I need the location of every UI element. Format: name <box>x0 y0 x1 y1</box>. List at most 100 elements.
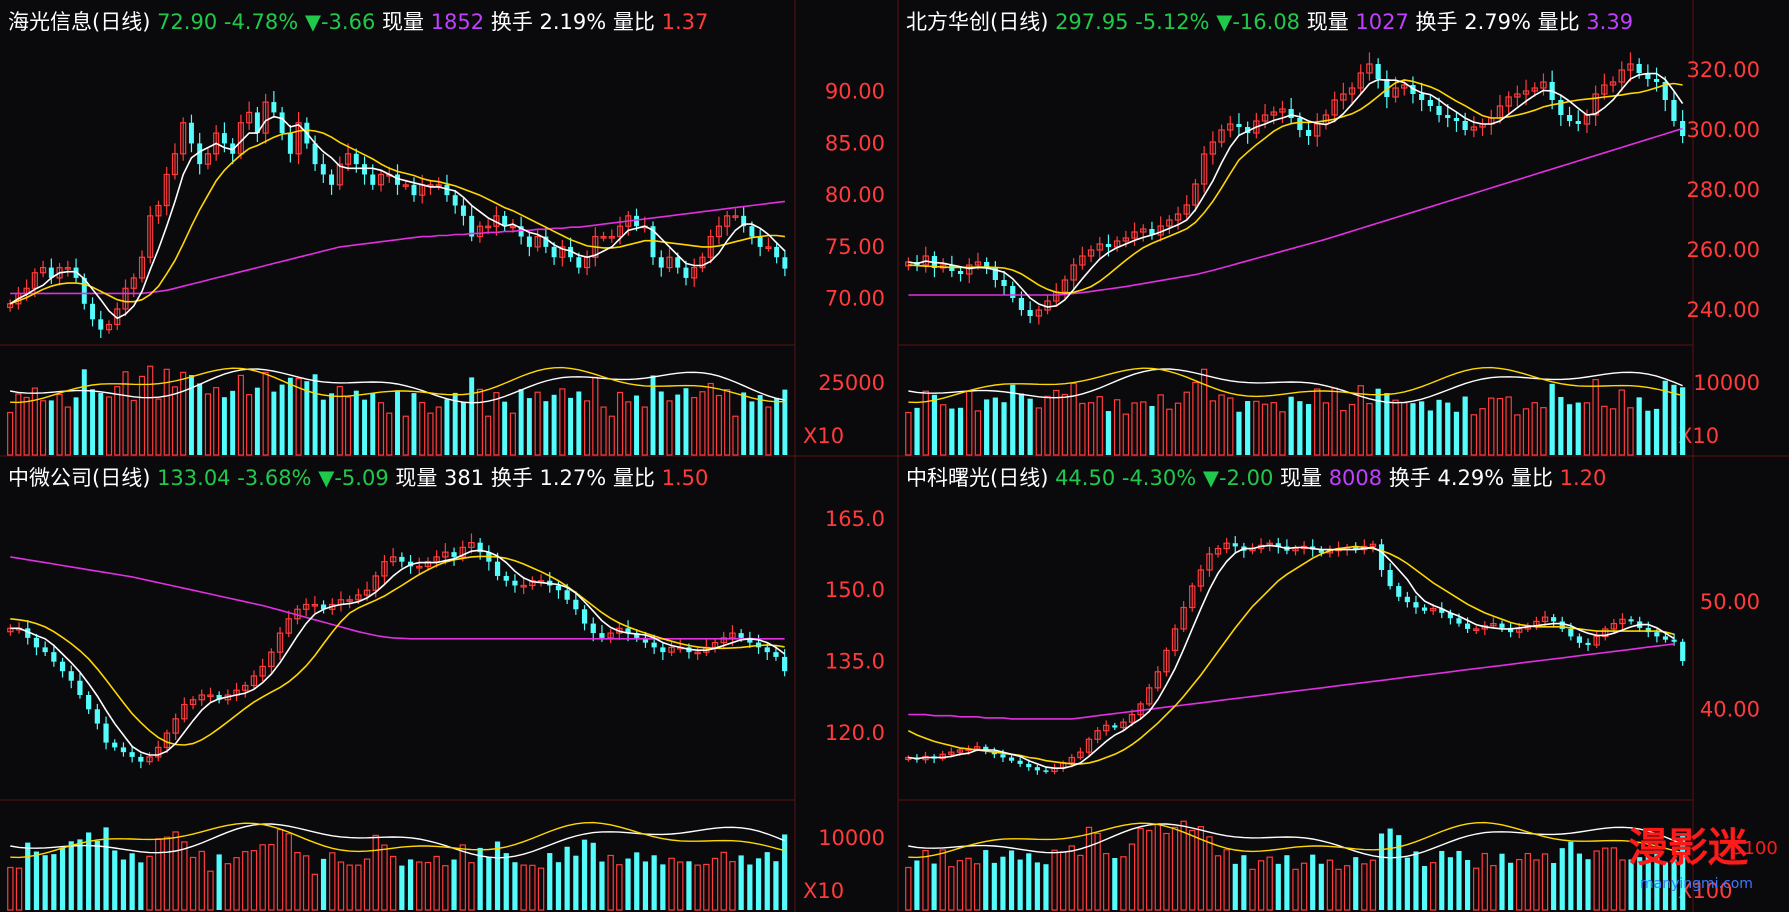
volume-bar <box>1514 414 1521 456</box>
watermark-url: manyingmi.com <box>1640 876 1753 892</box>
volume-bar <box>1318 863 1324 910</box>
volume-bar <box>534 391 541 456</box>
volume-bar <box>370 393 376 455</box>
price-tick-label: 135.0 <box>825 650 885 674</box>
candle-body <box>1401 84 1408 89</box>
volume-bar <box>1180 820 1187 911</box>
candle-body <box>1174 213 1182 221</box>
ma5-line <box>908 544 1675 769</box>
volume-bar <box>1576 853 1583 910</box>
volume-bar <box>1061 393 1069 456</box>
candle-body <box>1357 72 1364 89</box>
volume-bar <box>1593 850 1600 911</box>
candle-body <box>683 267 689 278</box>
candle-body <box>138 256 146 279</box>
volume-bar <box>1575 402 1581 455</box>
volume-bar <box>1662 380 1668 455</box>
candle-body <box>1034 767 1040 771</box>
volume-bar <box>320 399 326 455</box>
volume-bar <box>1479 408 1486 456</box>
candle-body <box>782 656 788 672</box>
chart-panel-zhongke: 中科曙光(日线) 44.50 -4.30% ▼-2.00 现量 8008 换手 … <box>905 466 1760 911</box>
volume-bar <box>15 393 22 456</box>
volume-bar <box>381 844 388 911</box>
volume-bar <box>1105 411 1112 455</box>
candle-body <box>452 195 458 206</box>
candle-body <box>424 561 432 568</box>
price-tick-label: 240.00 <box>1687 298 1760 322</box>
volume-bar <box>1026 853 1032 910</box>
candle-body <box>172 718 179 734</box>
volume-bar <box>1628 859 1634 910</box>
volume-bar <box>120 859 127 910</box>
volume-bar <box>1680 387 1686 455</box>
volume-bar <box>207 870 214 911</box>
volume-bar <box>1396 835 1402 910</box>
volume-bar <box>1488 397 1495 456</box>
volume-bar <box>181 841 188 911</box>
volume-bar <box>699 391 706 456</box>
volume-bar <box>1369 859 1377 911</box>
candle-body <box>715 225 723 238</box>
volume-bar <box>764 852 770 910</box>
candle-body <box>444 184 450 196</box>
candle-body <box>974 261 982 266</box>
volume-bar <box>707 382 714 456</box>
volume-bar <box>1619 859 1626 911</box>
volume-bar <box>407 859 414 910</box>
candle-body <box>1558 100 1564 115</box>
candle-body <box>329 174 335 185</box>
candle-body <box>616 225 624 238</box>
ma10-line <box>908 79 1683 295</box>
volume-bar <box>1236 411 1242 455</box>
candle-body <box>1609 81 1617 86</box>
candle-body <box>1166 219 1173 227</box>
candle-body <box>1183 204 1190 215</box>
volume-bar <box>991 862 997 910</box>
volume-bar <box>262 371 269 456</box>
ratio-label: 量比 <box>606 466 655 490</box>
volume-bar <box>469 377 475 455</box>
candle-body <box>1645 627 1651 633</box>
volume-bar <box>7 866 14 911</box>
candle-body <box>691 266 698 279</box>
candle-body <box>485 225 492 229</box>
volume-bar <box>1505 396 1512 456</box>
volume-bar <box>1645 856 1651 910</box>
volume-bar <box>1174 402 1182 456</box>
candle-body <box>213 132 220 155</box>
volume-bar <box>1680 833 1686 910</box>
ma5-line <box>9 115 786 320</box>
price-tick-label: 260.00 <box>1687 238 1760 262</box>
volume-bar <box>1227 397 1234 456</box>
volume-bar <box>353 390 359 455</box>
candle-body <box>250 675 258 687</box>
candle-body <box>699 256 706 269</box>
candle-body <box>590 623 596 634</box>
volume-bar <box>1465 859 1471 910</box>
candle-body <box>1576 636 1583 643</box>
ma10-line <box>10 555 785 746</box>
volume-bar <box>1245 401 1251 455</box>
volume-bar <box>1637 857 1643 910</box>
candle-body <box>1018 298 1025 310</box>
volume-bar <box>782 389 788 455</box>
volume-bar <box>1427 410 1433 455</box>
volume-bar <box>1018 393 1025 455</box>
turn-value: 2.19% <box>533 10 606 34</box>
volume-bar <box>1654 850 1660 910</box>
volume-bar <box>51 854 57 910</box>
candle-body <box>1163 649 1170 673</box>
ma10-line <box>9 129 786 305</box>
candle-body <box>1253 120 1260 134</box>
candle-body <box>658 257 664 268</box>
volume-bar <box>59 847 66 910</box>
volume-bar <box>336 385 343 456</box>
volume-bar <box>416 861 423 911</box>
stock-price: 44.50 <box>1048 466 1115 490</box>
candle-body <box>171 153 179 176</box>
volume-bar <box>1533 859 1540 911</box>
turn-value: 1.27% <box>533 466 606 490</box>
candle-body <box>774 246 780 258</box>
candle-body <box>905 261 912 267</box>
